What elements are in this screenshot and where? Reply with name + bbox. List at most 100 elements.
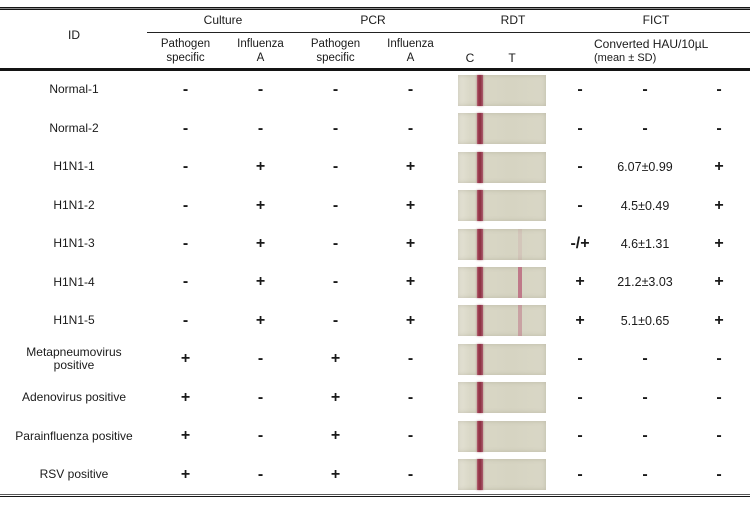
- row-id: H1N1-4: [53, 274, 95, 289]
- rdt-strip-cell: [458, 266, 546, 298]
- row-id: Parainfluenza positive: [15, 428, 133, 443]
- table-row: H1N1-2 - + - + - 4.5±0.49 +: [0, 186, 750, 224]
- pcr-influenza-a-result: -: [407, 119, 414, 137]
- fict-final-call: -: [716, 350, 722, 368]
- column-header-id: ID: [68, 28, 80, 42]
- culture-influenza-a-result: -: [257, 119, 264, 137]
- rdt-strip-cell: [458, 305, 546, 337]
- fict-converted-hau-value: -: [642, 81, 648, 99]
- rdt-strip-image: [458, 266, 546, 298]
- row-id: Normal-1: [49, 82, 99, 97]
- subheader-line: A: [406, 52, 415, 64]
- subheader-line: A: [256, 52, 265, 64]
- group-header-underline: [147, 32, 750, 33]
- row-id: Normal-2: [49, 120, 99, 135]
- culture-pathogen-specific-result: -: [182, 273, 189, 291]
- culture-pathogen-specific-result: -: [182, 158, 189, 176]
- fict-converted-hau-value: -: [642, 119, 648, 137]
- pcr-influenza-a-result: -: [407, 81, 414, 99]
- fict-result: -: [577, 196, 583, 214]
- subheader-rdt-control-label: C: [465, 51, 475, 65]
- rdt-control-line: [477, 382, 483, 414]
- culture-influenza-a-result: -: [257, 350, 264, 368]
- rdt-strip-cell: [458, 190, 546, 222]
- group-header-culture: Culture: [203, 13, 243, 27]
- pcr-influenza-a-result: +: [405, 158, 416, 176]
- rdt-control-line: [477, 420, 483, 452]
- fict-final-call: -: [716, 81, 722, 99]
- rdt-control-line: [477, 113, 483, 145]
- pcr-pathogen-specific-result: +: [330, 465, 341, 483]
- fict-result: -: [577, 465, 583, 483]
- table-row: Metapneumovirus positive + - + - - - -: [0, 340, 750, 378]
- pcr-pathogen-specific-result: +: [330, 427, 341, 445]
- fict-result: -: [577, 119, 583, 137]
- subheader-line: Pathogen: [160, 38, 211, 50]
- pcr-influenza-a-result: +: [405, 273, 416, 291]
- row-id: Metapneumovirus positive: [26, 344, 122, 373]
- row-id: Adenovirus positive: [21, 390, 127, 405]
- subheader-rdt-test-label: T: [508, 51, 516, 65]
- culture-pathogen-specific-result: +: [180, 465, 191, 483]
- culture-influenza-a-result: -: [257, 465, 264, 483]
- row-id: RSV positive: [39, 467, 109, 481]
- fict-converted-hau-value: 21.2±3.03: [617, 275, 673, 290]
- pcr-pathogen-specific-result: +: [330, 388, 341, 406]
- culture-pathogen-specific-result: +: [180, 350, 191, 368]
- rdt-strip-cell: [458, 113, 546, 145]
- fict-converted-hau-value: 5.1±0.65: [620, 313, 670, 328]
- fict-final-call: +: [714, 158, 724, 176]
- table-top-border: [0, 7, 750, 10]
- pcr-pathogen-specific-result: -: [332, 81, 339, 99]
- rdt-strip-cell: [458, 420, 546, 452]
- fict-converted-hau-value: 6.07±0.99: [617, 160, 673, 175]
- rdt-test-line: [518, 305, 522, 337]
- rdt-strip-image: [458, 113, 546, 145]
- culture-influenza-a-result: +: [255, 196, 266, 214]
- rdt-control-line: [477, 305, 483, 337]
- table-row: H1N1-5 - + - + + 5.1±0.65 +: [0, 302, 750, 340]
- pcr-pathogen-specific-result: -: [332, 196, 339, 214]
- subheader-line: Influenza: [237, 38, 284, 50]
- subheader-line: Pathogen: [310, 38, 361, 50]
- culture-influenza-a-result: +: [255, 235, 266, 253]
- culture-pathogen-specific-result: -: [182, 311, 189, 329]
- pcr-influenza-a-result: -: [407, 427, 414, 445]
- group-header-fict: FICT: [642, 13, 670, 27]
- table-row: RSV positive + - + - - - -: [0, 456, 750, 494]
- rdt-strip-cell: [458, 74, 546, 106]
- culture-pathogen-specific-result: -: [182, 81, 189, 99]
- fict-converted-hau-value: -: [642, 427, 648, 445]
- fict-final-call: -: [716, 427, 722, 445]
- rdt-control-line: [477, 151, 483, 183]
- pcr-influenza-a-result: -: [407, 388, 414, 406]
- fict-converted-hau-value: -: [642, 350, 648, 368]
- pcr-influenza-a-result: +: [405, 311, 416, 329]
- subheader-pcr-pathogen-specific: Pathogen specific: [298, 37, 373, 65]
- pcr-influenza-a-result: +: [405, 235, 416, 253]
- pcr-influenza-a-result: +: [405, 196, 416, 214]
- rdt-strip-image: [458, 382, 546, 414]
- rdt-strip-image: [458, 305, 546, 337]
- rdt-strip-cell: [458, 382, 546, 414]
- fict-converted-hau-value: 4.6±1.31: [620, 237, 670, 252]
- culture-influenza-a-result: -: [257, 388, 264, 406]
- fict-converted-hau-value: -: [642, 388, 648, 406]
- fict-result: +: [575, 273, 585, 291]
- fict-final-call: -: [716, 465, 722, 483]
- rdt-strip-image: [458, 343, 546, 375]
- subheader-line: Influenza: [387, 38, 434, 50]
- culture-influenza-a-result: +: [255, 158, 266, 176]
- group-header-pcr: PCR: [360, 13, 386, 27]
- table-row: Adenovirus positive + - + - - - -: [0, 379, 750, 417]
- rdt-strip-image: [458, 190, 546, 222]
- fict-final-call: +: [714, 273, 724, 291]
- group-header-rdt: RDT: [500, 13, 526, 27]
- subheader-line: specific: [166, 52, 205, 64]
- fict-result: +: [575, 311, 585, 329]
- rdt-strip-image: [458, 228, 546, 260]
- row-id: H1N1-3: [53, 236, 95, 251]
- rdt-strip-image: [458, 459, 546, 491]
- culture-influenza-a-result: -: [257, 427, 264, 445]
